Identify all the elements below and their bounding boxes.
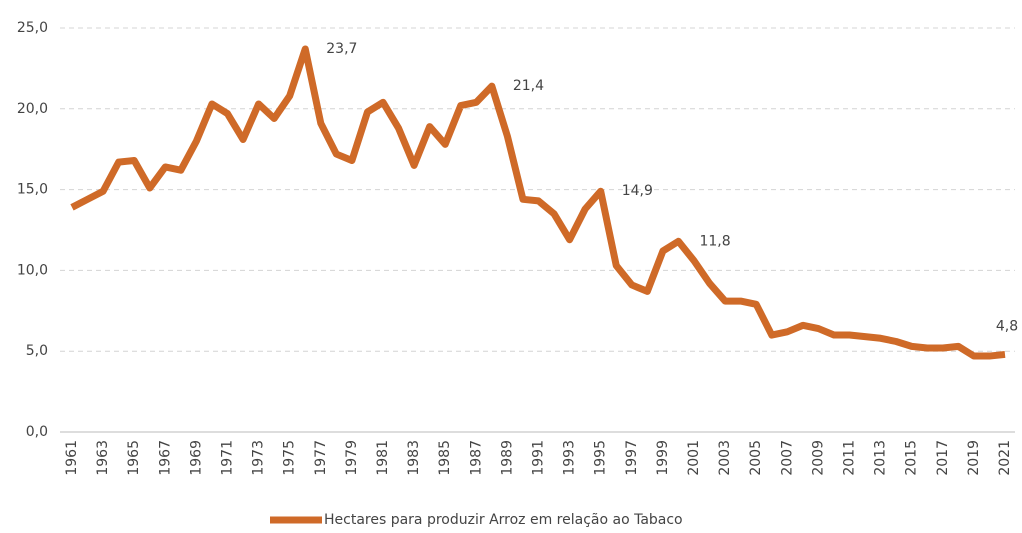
y-tick-label: 10,0 (17, 262, 48, 278)
x-tick-label: 1987 (468, 440, 484, 476)
x-tick-label: 2001 (686, 440, 702, 476)
data-label: 21,4 (513, 78, 544, 94)
legend-label: Hectares para produzir Arroz em relação … (324, 512, 683, 528)
x-tick-label: 2005 (748, 440, 764, 476)
x-tick-label: 1981 (375, 440, 391, 476)
x-tick-label: 1965 (126, 440, 142, 476)
x-tick-label: 2009 (810, 440, 826, 476)
x-tick-label: 2017 (935, 440, 951, 476)
x-tick-label: 1979 (344, 440, 360, 476)
x-tick-label: 1985 (437, 440, 453, 476)
x-tick-label: 2019 (966, 440, 982, 476)
x-tick-label: 2015 (904, 440, 920, 476)
x-tick-label: 1999 (655, 440, 671, 476)
data-line (70, 45, 1006, 360)
x-tick-label: 1973 (251, 440, 267, 476)
y-tick-label: 15,0 (17, 182, 48, 198)
x-tick-label: 1997 (624, 440, 640, 476)
x-tick-label: 1991 (531, 440, 547, 476)
x-tick-label: 2011 (842, 440, 858, 476)
data-label: 23,7 (326, 41, 357, 57)
data-label: 4,8 (996, 318, 1018, 334)
x-tick-label: 2003 (717, 440, 733, 476)
data-label: 11,8 (699, 233, 730, 249)
data-label: 14,9 (622, 183, 653, 199)
x-tick-label: 1989 (499, 440, 515, 476)
x-tick-label: 2007 (779, 440, 795, 476)
x-tick-label: 1995 (593, 440, 609, 476)
x-tick-label: 1961 (64, 440, 80, 476)
x-tick-label: 1983 (406, 440, 422, 476)
x-tick-label: 1993 (562, 440, 578, 476)
y-tick-label: 20,0 (17, 101, 48, 117)
x-tick-label: 1977 (313, 440, 329, 476)
x-tick-label: 1969 (188, 440, 204, 476)
x-tick-label: 2013 (873, 440, 889, 476)
y-tick-label: 5,0 (26, 343, 48, 359)
x-tick-label: 1963 (95, 440, 111, 476)
y-tick-label: 25,0 (17, 20, 48, 36)
x-tick-label: 1967 (157, 440, 173, 476)
x-tick-label: 2021 (997, 440, 1013, 476)
y-tick-label: 0,0 (26, 424, 48, 440)
x-tick-label: 1971 (220, 440, 236, 476)
x-tick-label: 1975 (282, 440, 298, 476)
